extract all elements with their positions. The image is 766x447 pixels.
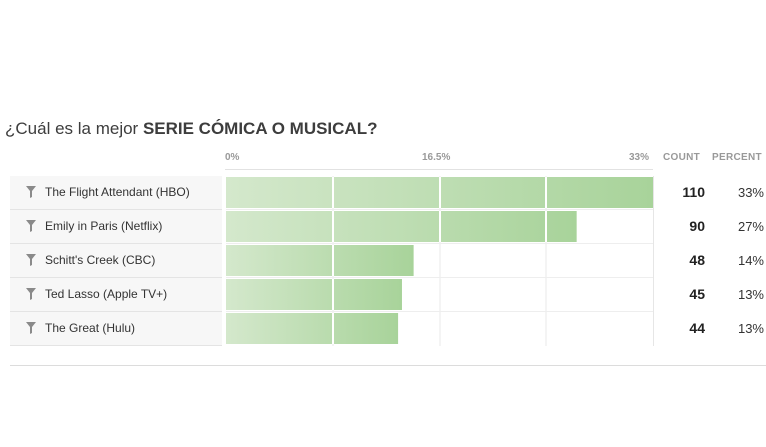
category-label: Ted Lasso (Apple TV+) <box>45 287 168 301</box>
table-row: The Great (Hulu) 44 13% <box>10 312 765 346</box>
header-divider <box>225 169 653 170</box>
row-label-cell: The Flight Attendant (HBO) <box>10 176 222 210</box>
count-value: 48 <box>689 252 705 268</box>
percent-column-header: PERCENT <box>712 152 762 163</box>
count-value: 90 <box>689 218 705 234</box>
count-value: 110 <box>682 184 705 200</box>
column-divider <box>653 176 654 346</box>
filter-icon[interactable] <box>26 254 36 266</box>
filter-icon[interactable] <box>26 186 36 198</box>
count-value: 44 <box>689 320 705 336</box>
filter-icon[interactable] <box>26 322 36 334</box>
category-label: The Great (Hulu) <box>45 321 136 335</box>
percent-value: 14% <box>737 253 764 268</box>
filter-icon[interactable] <box>26 288 36 300</box>
bottom-divider <box>10 365 766 366</box>
category-label: Schitt's Creek (CBC) <box>45 253 156 267</box>
tick-label-0: 0% <box>225 152 240 163</box>
bar <box>226 279 402 310</box>
count-value: 45 <box>689 286 705 302</box>
table-row: Emily in Paris (Netflix) 90 27% <box>10 210 765 244</box>
filter-icon[interactable] <box>26 220 36 232</box>
chart-title: ¿Cuál es la mejor SERIE CÓMICA O MUSICAL… <box>5 119 378 138</box>
bar <box>226 313 399 344</box>
row-label-cell: Ted Lasso (Apple TV+) <box>10 278 222 312</box>
table-row: Schitt's Creek (CBC) 48 14% <box>10 244 765 278</box>
category-label: Emily in Paris (Netflix) <box>45 219 163 233</box>
table-row: Ted Lasso (Apple TV+) 45 13% <box>10 278 765 312</box>
percent-value: 33% <box>737 185 764 200</box>
bar <box>226 211 577 242</box>
table-row: The Flight Attendant (HBO) 110 33% <box>10 176 765 210</box>
row-label-cell: The Great (Hulu) <box>10 312 222 346</box>
bar <box>226 245 414 276</box>
tick-label-2: 33% <box>629 152 650 163</box>
percent-value: 27% <box>737 219 764 234</box>
category-label: The Flight Attendant (HBO) <box>45 185 190 199</box>
count-column-header: COUNT <box>663 152 701 163</box>
tick-label-1: 16.5% <box>422 152 451 163</box>
row-label-cell: Schitt's Creek (CBC) <box>10 244 222 278</box>
percent-value: 13% <box>737 287 764 302</box>
row-label-cell: Emily in Paris (Netflix) <box>10 210 222 244</box>
percent-value: 13% <box>737 321 764 336</box>
